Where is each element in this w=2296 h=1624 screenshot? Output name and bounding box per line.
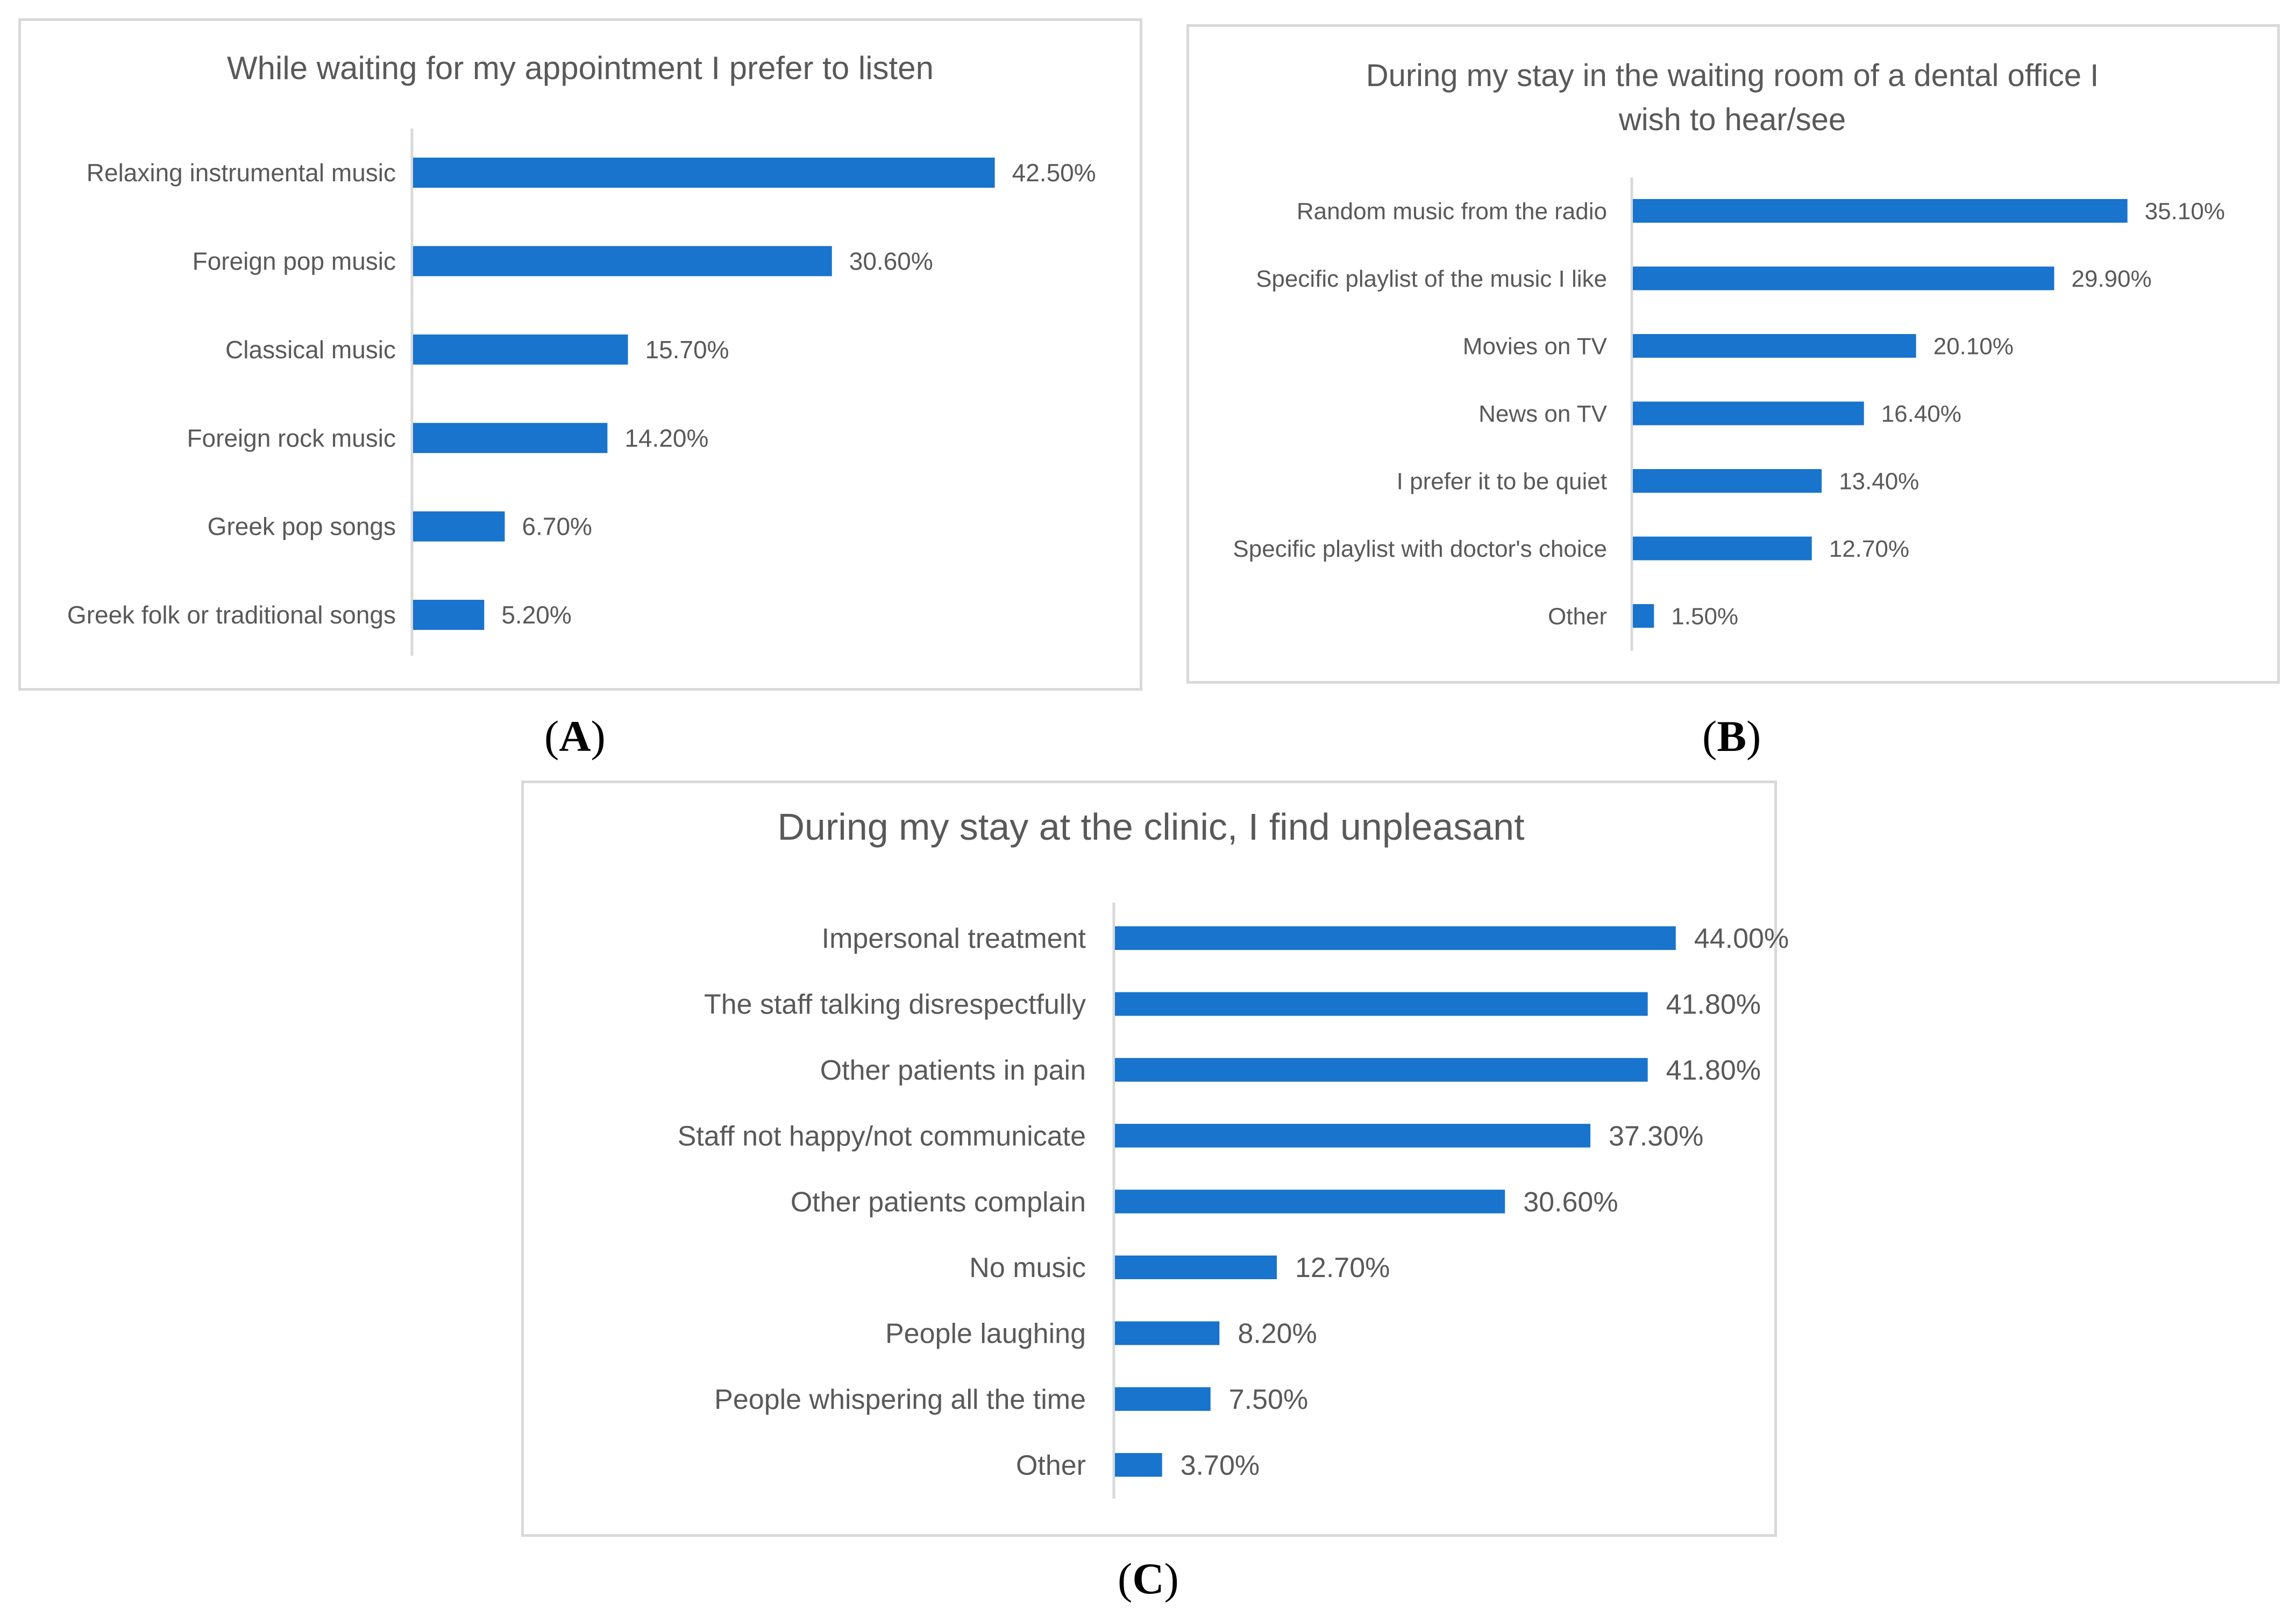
chart-c-bar (1115, 1124, 1591, 1148)
chart-a-category-label: Foreign rock music (187, 424, 396, 452)
chart-a-svg: While waiting for my appointment I prefe… (67, 50, 1096, 656)
chart-c-category-label: No music (969, 1252, 1086, 1283)
chart-c-value-label: 7.50% (1229, 1384, 1308, 1415)
chart-c-bar (1115, 1189, 1505, 1214)
chart-c-category-label: Impersonal treatment (822, 923, 1086, 954)
chart-b-title-line-2: wish to hear/see (1618, 102, 1846, 137)
chart-c-bar (1115, 1256, 1277, 1279)
chart-a-value-label: 6.70% (522, 513, 592, 541)
chart-a-category-label: Foreign pop music (193, 247, 396, 275)
chart-a-bar (413, 158, 995, 188)
chart-b-bar (1633, 266, 2055, 290)
chart-b-category-label: Random music from the radio (1297, 198, 1607, 224)
panel-letter-b: (B) (1702, 712, 1761, 761)
chart-b-category-label: Movies on TV (1463, 333, 1608, 359)
chart-c-category-label: Other patients complain (791, 1187, 1086, 1218)
chart-b-bar (1633, 334, 1916, 358)
chart-a-category-label: Greek pop songs (208, 513, 396, 541)
chart-c-value-label: 12.70% (1295, 1252, 1390, 1283)
chart-c-category-label: Other (1016, 1450, 1086, 1481)
chart-c-value-label: 3.70% (1181, 1450, 1260, 1481)
chart-c-bar (1115, 926, 1676, 950)
chart-c-bar (1115, 1321, 1220, 1345)
chart-a-bar (413, 334, 628, 365)
chart-c-value-label: 37.30% (1609, 1121, 1703, 1152)
chart-b-category-label: Specific playlist of the music I like (1256, 266, 1607, 292)
chart-b-category-label: I prefer it to be quiet (1397, 468, 1607, 494)
chart-panel-c: During my stay at the clinic, I find unp… (521, 781, 1789, 1537)
chart-b-title-line-1: During my stay in the waiting room of a … (1366, 58, 2099, 93)
chart-b-category-label: News on TV (1478, 401, 1607, 427)
chart-c-bar (1115, 1453, 1162, 1477)
chart-a-value-label: 30.60% (849, 247, 933, 275)
chart-panel-b: During my stay in the waiting room of a … (1186, 24, 2280, 684)
chart-a-bar (413, 511, 505, 542)
chart-a-value-label: 5.20% (501, 601, 571, 629)
chart-b-value-label: 29.90% (2071, 266, 2151, 292)
chart-a-value-label: 42.50% (1012, 159, 1096, 187)
chart-a-value-label: 14.20% (624, 424, 708, 452)
chart-b-svg: During my stay in the waiting room of a … (1233, 58, 2225, 651)
chart-b-value-label: 20.10% (1934, 333, 2014, 359)
chart-c-category-label: The staff talking disrespectfully (704, 989, 1086, 1020)
chart-c-category-label: People laughing (885, 1318, 1086, 1350)
chart-b-bar (1633, 469, 1822, 493)
chart-c-value-label: 8.20% (1238, 1318, 1317, 1350)
chart-c-category-label: People whispering all the time (714, 1384, 1086, 1415)
chart-c-category-label: Other patients in pain (820, 1055, 1086, 1086)
chart-c-svg: During my stay at the clinic, I find unp… (678, 806, 1789, 1499)
chart-a-category-label: Greek folk or traditional songs (67, 601, 396, 629)
chart-b-bar (1633, 604, 1654, 628)
chart-b-category-label: Specific playlist with doctor's choice (1233, 536, 1607, 562)
chart-b-value-label: 12.70% (1829, 536, 1909, 562)
panel-letter-c: (C) (1118, 1554, 1179, 1603)
chart-b-bar (1633, 199, 2128, 223)
chart-c-value-label: 44.00% (1694, 923, 1789, 954)
panel-letter-a: (A) (544, 712, 606, 761)
chart-a-category-label: Relaxing instrumental music (87, 159, 396, 187)
chart-c-value-label: 30.60% (1523, 1187, 1618, 1218)
chart-c-bar (1115, 1387, 1211, 1411)
chart-a-category-label: Classical music (225, 336, 396, 364)
chart-a-bar (413, 423, 608, 453)
chart-c-title: During my stay at the clinic, I find unp… (777, 806, 1524, 848)
chart-c-bar (1115, 1058, 1648, 1082)
chart-b-value-label: 35.10% (2145, 198, 2225, 224)
chart-b-bar (1633, 536, 1812, 561)
chart-b-value-label: 13.40% (1839, 468, 1919, 494)
chart-b-bar (1633, 401, 1864, 425)
chart-c-bar (1115, 992, 1648, 1016)
chart-a-bar (413, 246, 832, 276)
chart-a-value-label: 15.70% (645, 336, 729, 364)
chart-panel-a: While waiting for my appointment I prefe… (18, 18, 1142, 691)
chart-c-category-label: Staff not happy/not communicate (678, 1121, 1086, 1152)
chart-b-category-label: Other (1548, 603, 1607, 629)
chart-c-value-label: 41.80% (1666, 989, 1761, 1020)
chart-b-value-label: 16.40% (1881, 401, 1961, 427)
chart-a-bar (413, 600, 485, 630)
chart-c-value-label: 41.80% (1666, 1055, 1761, 1086)
chart-a-title: While waiting for my appointment I prefe… (227, 50, 934, 86)
chart-b-value-label: 1.50% (1671, 603, 1738, 629)
